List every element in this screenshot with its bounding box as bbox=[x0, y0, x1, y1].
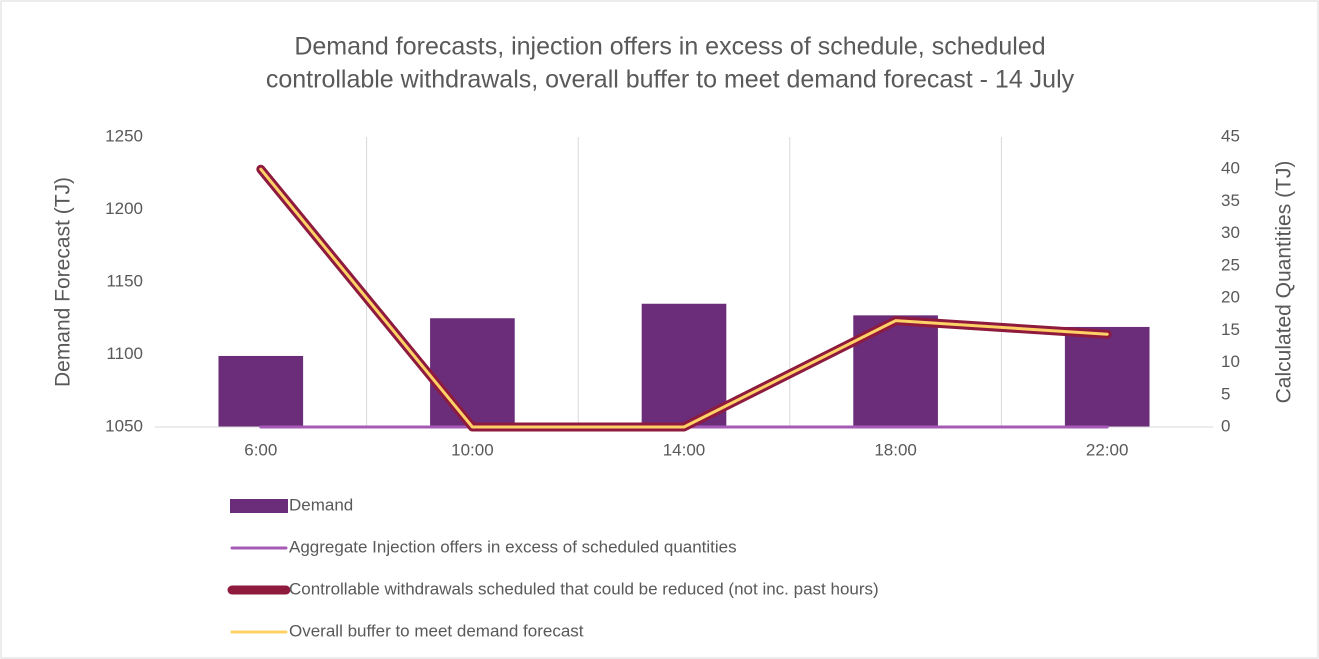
y-tick-label: 1200 bbox=[105, 199, 143, 218]
legend-label: Aggregate Injection offers in excess of … bbox=[289, 537, 737, 556]
y2-tick-label: 25 bbox=[1221, 255, 1240, 274]
legend-label: Controllable withdrawals scheduled that … bbox=[289, 579, 879, 598]
y2-axis-title: Calculated Quantities (TJ) bbox=[1273, 161, 1296, 404]
x-tick-label: 10:00 bbox=[451, 440, 494, 459]
bar bbox=[1064, 326, 1150, 427]
y-tick-label: 1150 bbox=[106, 271, 143, 290]
y-tick-label: 1050 bbox=[105, 416, 143, 435]
y2-tick-label: 5 bbox=[1221, 384, 1230, 403]
bar bbox=[430, 318, 515, 427]
y-tick-label: 1100 bbox=[106, 344, 143, 363]
bar bbox=[218, 355, 304, 427]
x-tick-label: 6:00 bbox=[244, 440, 277, 459]
y2-tick-label: 20 bbox=[1221, 288, 1240, 307]
y-axis-title: Demand Forecast (TJ) bbox=[52, 177, 75, 387]
legend-swatch bbox=[230, 499, 288, 513]
y2-tick-label: 0 bbox=[1221, 416, 1230, 435]
chart-title: Demand forecasts, injection offers in ex… bbox=[294, 33, 1045, 61]
y2-tick-label: 45 bbox=[1221, 126, 1240, 145]
line bbox=[259, 167, 1109, 429]
x-tick-label: 18:00 bbox=[874, 440, 917, 459]
y2-tick-label: 10 bbox=[1221, 352, 1240, 371]
y-tick-label: 1250 bbox=[105, 126, 143, 145]
y2-tick-label: 30 bbox=[1221, 223, 1240, 242]
legend-label: Demand bbox=[289, 495, 353, 514]
chart-title: controllable withdrawals, overall buffer… bbox=[266, 66, 1075, 94]
x-tick-label: 22:00 bbox=[1086, 440, 1129, 459]
x-tick-label: 14:00 bbox=[663, 440, 706, 459]
y2-tick-label: 40 bbox=[1221, 159, 1240, 178]
legend-label: Overall buffer to meet demand forecast bbox=[289, 621, 584, 640]
y2-tick-label: 35 bbox=[1221, 191, 1240, 210]
y2-tick-label: 15 bbox=[1221, 320, 1240, 339]
bar bbox=[641, 303, 727, 427]
